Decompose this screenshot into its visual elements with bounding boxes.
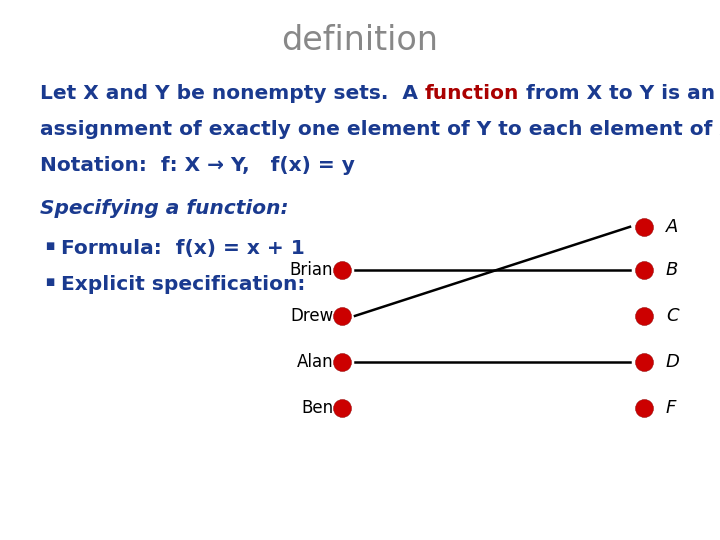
- Text: C: C: [666, 307, 679, 325]
- Text: Ben: Ben: [301, 399, 333, 417]
- Text: B: B: [666, 261, 678, 279]
- Text: Notation:  f: X → Y,   f(x) = y: Notation: f: X → Y, f(x) = y: [40, 156, 354, 175]
- Text: ■: ■: [45, 241, 55, 251]
- Text: Brian: Brian: [290, 261, 333, 279]
- Text: Drew: Drew: [290, 307, 333, 325]
- Text: definition: definition: [282, 24, 438, 57]
- Text: F: F: [666, 399, 676, 417]
- Text: Alan: Alan: [297, 353, 333, 371]
- Text: Explicit specification:: Explicit specification:: [61, 275, 305, 294]
- Text: Specifying a function:: Specifying a function:: [40, 199, 288, 219]
- Text: function: function: [425, 84, 519, 103]
- Text: from X to Y is an: from X to Y is an: [519, 84, 715, 103]
- Text: Formula:  f(x) = x + 1: Formula: f(x) = x + 1: [61, 239, 305, 258]
- Text: Let X and Y be nonempty sets.  A: Let X and Y be nonempty sets. A: [40, 84, 425, 103]
- Text: assignment of exactly one element of Y to each element of X.: assignment of exactly one element of Y t…: [40, 120, 720, 139]
- Text: D: D: [666, 353, 680, 371]
- Text: A: A: [666, 218, 678, 236]
- Text: ■: ■: [45, 277, 55, 287]
